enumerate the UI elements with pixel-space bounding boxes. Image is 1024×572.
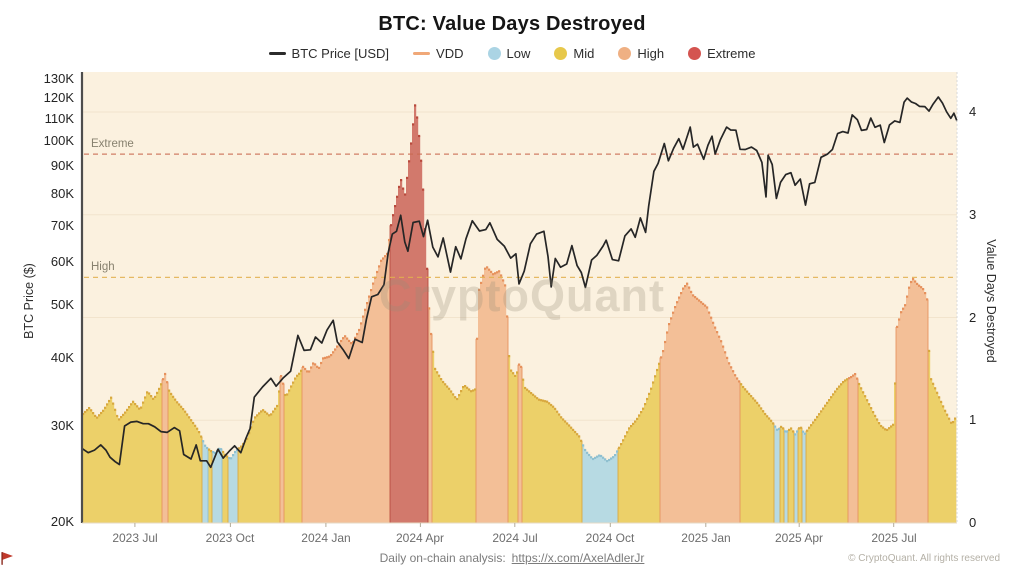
high-dot-swatch [618,47,632,60]
footer-text: Daily on-chain analysis: [379,551,506,565]
axis-lines [80,72,958,527]
mid-dot-swatch [554,47,568,60]
vdd-line-swatch [413,52,431,55]
legend-item-mid: Mid [554,46,594,61]
legend-label: VDD [436,46,464,61]
copyright-text: © CryptoQuant. All rights reserved [848,553,1000,564]
right-axis-title: Value Days Destroyed [984,239,998,363]
legend-item-high: High [618,46,664,61]
low-dot-swatch [487,47,501,60]
page-title: BTC: Value Days Destroyed [378,13,646,35]
left-axis-title: BTC Price ($) [22,263,36,339]
legend-label: High [637,46,665,61]
legend-label: Low [506,46,531,61]
legend-label: BTC Price [USD] [291,46,390,61]
gridlines [82,111,957,421]
red-flag-icon [1,552,13,565]
footer: Daily on-chain analysis: https://x.com/A… [0,551,1024,565]
legend-item-low: Low [487,46,531,61]
btc-price-usd--line-swatch [268,52,286,55]
legend-label: Mid [573,46,595,61]
legend-item-extreme: Extreme [688,46,755,61]
analysis-link[interactable]: https://x.com/AxelAdlerJr [511,551,645,565]
vdd-area [82,104,957,524]
threshold-lines [84,153,957,279]
extreme-dot-swatch [688,47,702,60]
legend-item-vdd: VDD [413,46,464,61]
btc-price-line [81,96,958,469]
legend-label: Extreme [707,46,756,61]
legend: BTC Price [USD] VDD Low Mid High Extreme [0,46,1024,61]
legend-item-btc-price-usd-: BTC Price [USD] [268,46,390,61]
